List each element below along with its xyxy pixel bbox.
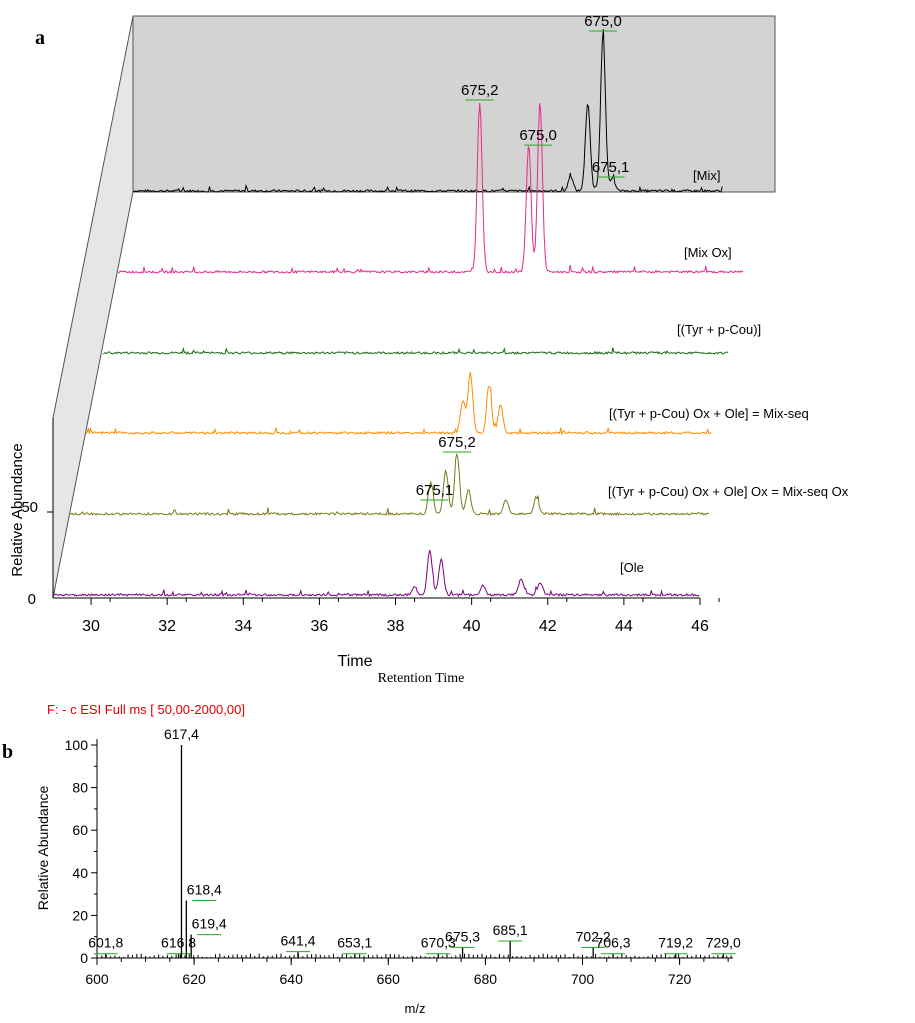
x-axis-ticks: 30 32 34 36 38 40 42 44 46 [47, 511, 720, 635]
peak-label: 729,0 [706, 935, 741, 951]
y-axis-label: Relative Abundance [9, 443, 26, 576]
x-axis-label: m/z [405, 1001, 426, 1016]
peak-label: 675,3 [445, 928, 480, 944]
panel-a: 30 32 34 36 38 40 42 44 46 [Mix] [Mix Ox] [(Tyr + … [9, 13, 849, 686]
peak-label: 675,1 [592, 159, 630, 176]
peak-label: 618,4 [187, 881, 222, 897]
scan-header: F: - c ESI Full ms [ 50,00-2000,00] [47, 702, 245, 717]
peak-label: 675,1 [416, 482, 454, 499]
x-tick-label: 680 [474, 971, 498, 987]
peak-label: 641,4 [280, 933, 315, 949]
x-axis-label-secondary: Retention Time [378, 671, 465, 686]
x-tick-label: 44 [615, 618, 633, 635]
traces [52, 29, 744, 598]
x-tick-label: 720 [668, 971, 692, 987]
x-tick-label: 620 [182, 971, 206, 987]
peak-label: 670,3 [421, 935, 456, 951]
x-axis-ticks: 600 620 640 660 680 700 720 [85, 958, 729, 987]
side-wall [52, 15, 134, 599]
trace-line [52, 549, 700, 598]
x-tick-label: 42 [539, 618, 557, 635]
minor-peaks [101, 953, 732, 958]
back-wall [132, 15, 776, 193]
panel-b: b F: - c ESI Full ms [ 50,00-2000,00] 0 2… [2, 702, 741, 1016]
trace-label: [(Tyr + p-Cou)] [677, 322, 761, 337]
peaks: 601,8 616,8 617,4 618,4 619,4 641,4 653,1 670,3… [88, 726, 741, 958]
peak-label: 616,8 [161, 935, 196, 951]
peak-label: 675,0 [519, 127, 557, 144]
x-tick-label: 34 [234, 618, 252, 635]
trace-line [118, 102, 744, 275]
panel-label-a: a [35, 27, 45, 49]
peak-label: 706,3 [596, 935, 631, 951]
x-tick-label: 30 [82, 618, 100, 635]
trace-label: [(Tyr + p-Cou) Ox + Ole] = Mix-seq [609, 406, 809, 421]
x-tick-label: 38 [387, 618, 405, 635]
y-tick-label: 20 [72, 907, 88, 923]
trace-label: [Mix] [693, 168, 720, 183]
trace-label: [Ole [620, 560, 644, 575]
x-tick-label: 32 [158, 618, 176, 635]
peak-label: 601,8 [88, 935, 123, 951]
peak-label: 719,2 [658, 935, 693, 951]
y-tick-0: 0 [28, 591, 36, 608]
peak-label: 675,2 [438, 434, 476, 451]
peak-label: 685,1 [493, 922, 528, 938]
x-tick-label: 46 [691, 618, 709, 635]
x-tick-label: 640 [280, 971, 304, 987]
x-tick-label: 600 [85, 971, 109, 987]
x-tick-label: 40 [463, 618, 481, 635]
y-tick-50: 50 [21, 499, 38, 516]
panel-label-b: b [2, 741, 13, 763]
peak-label: 675,0 [584, 13, 622, 30]
trace-line [132, 29, 723, 194]
y-axis-label: Relative Abundance [35, 786, 51, 911]
peak-label: 653,1 [337, 935, 372, 951]
trace-line [85, 371, 712, 436]
y-tick-label: 100 [65, 737, 89, 753]
x-tick-label: 700 [571, 971, 595, 987]
trace-line [68, 453, 710, 517]
y-tick-label: 60 [72, 822, 88, 838]
trace-label: [Mix Ox] [684, 245, 732, 260]
y-tick-label: 80 [72, 780, 88, 796]
peak-label: 619,4 [192, 916, 227, 932]
y-tick-label: 0 [80, 950, 88, 966]
y-axis-ticks: 0 20 40 60 80 100 [65, 737, 97, 966]
x-tick-label: 36 [311, 618, 329, 635]
peak-labels: 675,0 675,1 675,2 675,0 675,1 675,2 [416, 13, 630, 501]
peak-label: 702,2 [576, 928, 611, 944]
peak-label: 617,4 [164, 726, 199, 742]
y-tick-label: 40 [72, 865, 88, 881]
x-axis-label: Time [338, 653, 373, 670]
trace-labels: [Mix] [Mix Ox] [(Tyr + p-Cou)] [(Tyr + p-Co… [608, 168, 849, 575]
peak-label: 675,2 [461, 82, 499, 99]
trace-label: [(Tyr + p-Cou) Ox + Ole] Ox = Mix-seq Ox [608, 484, 849, 499]
trace-line [102, 346, 729, 355]
x-tick-label: 660 [377, 971, 401, 987]
